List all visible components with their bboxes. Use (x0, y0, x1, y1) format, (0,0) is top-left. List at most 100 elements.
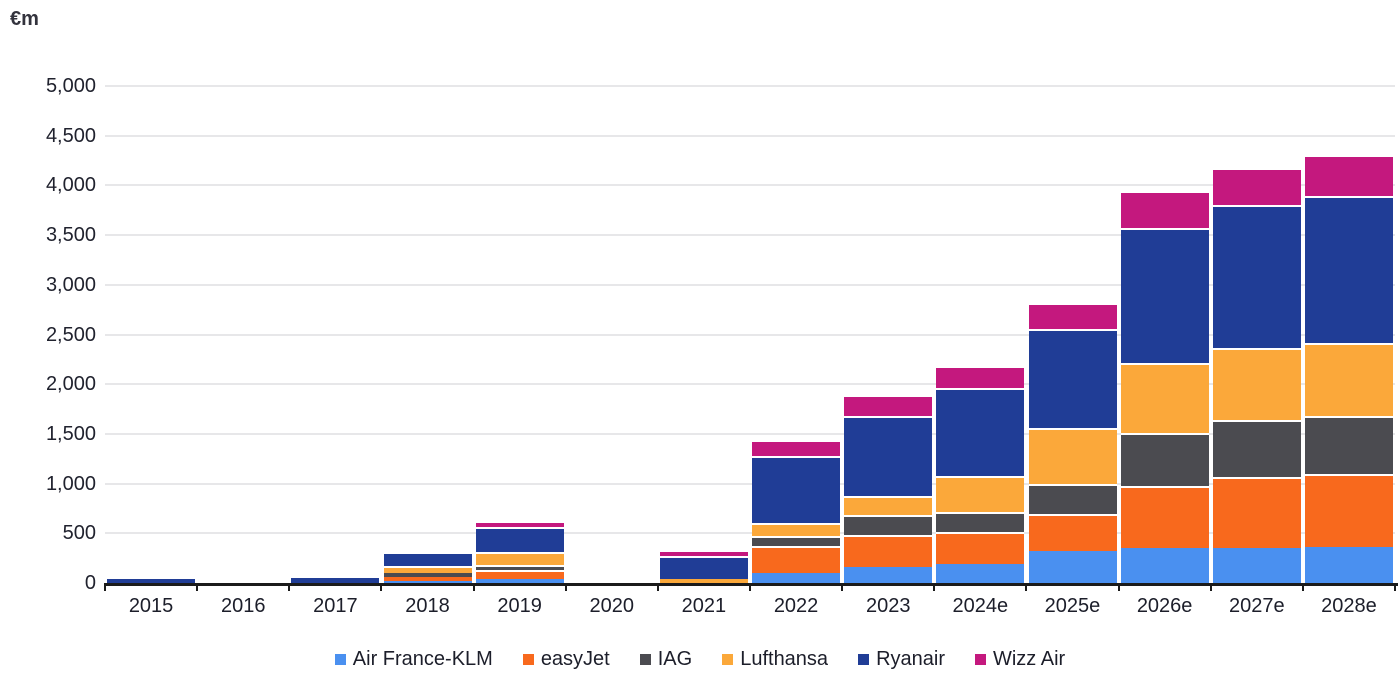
bar-2018 (383, 551, 472, 583)
bar-segment-wizz-air (1120, 191, 1209, 229)
bar-segment-easyjet (383, 576, 472, 582)
y-axis-tick-label: 3,000 (45, 273, 96, 296)
bar-segment-lufthansa (936, 475, 1025, 513)
x-axis-tick-label: 2027e (1228, 595, 1285, 617)
bar-segment-ryanair (1212, 205, 1301, 349)
x-axis-tick-label: 2023 (865, 595, 911, 617)
x-axis-tick-label: 2017 (313, 595, 358, 617)
x-axis-tick-label: 2019 (497, 595, 542, 617)
x-axis-tick (1394, 583, 1396, 591)
bar-segment-iag (1120, 432, 1209, 486)
bar-segment-ryanair (383, 551, 472, 566)
bar-2027e (1212, 167, 1301, 583)
x-axis-tick (104, 583, 106, 591)
bar-segment-iag (752, 536, 841, 547)
x-axis-tick-label: 2018 (405, 595, 450, 617)
bar-segment-wizz-air (1028, 302, 1117, 329)
y-axis-tick-label: 0 (84, 572, 96, 594)
bar-segment-air-france-klm (936, 564, 1025, 583)
bar-2021 (659, 551, 748, 583)
legend: Air France-KLM easyJet IAG Lufthansa Ryanair… (0, 648, 1400, 671)
bar-segment-air-france-klm (1304, 547, 1393, 583)
gridline (105, 234, 1395, 237)
bar-segment-wizz-air (1212, 167, 1301, 206)
bar-segment-ryanair (752, 455, 841, 524)
bar-segment-lufthansa (659, 579, 748, 583)
bar-segment-air-france-klm (1028, 551, 1117, 583)
bar-segment-iag (844, 515, 933, 536)
gridline (105, 383, 1395, 386)
x-axis-tick (472, 583, 475, 591)
bar-segment-iag (1304, 416, 1393, 474)
bar-segment-air-france-klm (475, 578, 564, 583)
gridline (105, 134, 1395, 137)
x-axis-tick (933, 583, 936, 591)
bar-segment-ryanair (291, 578, 380, 583)
x-axis-line (104, 583, 1398, 586)
gridline (105, 283, 1395, 286)
x-axis-tick (841, 583, 844, 591)
gridline (105, 432, 1395, 435)
gridline (105, 85, 1395, 87)
bar-segment-ryanair (844, 416, 933, 496)
x-axis-tick-label: 2015 (128, 595, 174, 617)
legend-item-ryanair: Ryanair (858, 648, 945, 671)
bar-2017 (291, 578, 380, 583)
bar-segment-lufthansa (383, 565, 472, 573)
legend-item-iag: IAG (639, 648, 692, 671)
bar-segment-ryanair (1028, 328, 1117, 428)
bar-segment-iag (383, 572, 472, 577)
x-axis-tick-label: 2028e (1321, 595, 1377, 617)
bar-2022 (752, 439, 841, 583)
bar-segment-lufthansa (844, 495, 933, 516)
legend-marker-icon (639, 654, 651, 665)
bar-segment-easyjet (752, 546, 841, 574)
bar-segment-wizz-air (936, 366, 1025, 389)
bar-segment-wizz-air (844, 395, 933, 417)
x-axis-tick (288, 583, 291, 591)
bar-segment-air-france-klm (1120, 548, 1209, 583)
bar-segment-air-france-klm (383, 581, 472, 583)
bar-segment-easyjet (1304, 473, 1393, 548)
legend-marker-icon (334, 654, 346, 665)
legend-marker-icon (858, 654, 870, 665)
bar-2023 (844, 395, 933, 583)
bar-segment-wizz-air (1304, 154, 1393, 197)
bar-segment-easyjet (1028, 514, 1117, 552)
bar-segment-air-france-klm (1212, 548, 1301, 583)
legend-label: Wizz Air (992, 648, 1066, 670)
y-axis-tick-label: 4,000 (45, 174, 96, 197)
legend-marker-icon (522, 654, 534, 665)
x-axis-tick (1209, 583, 1212, 591)
legend-item-wizz-air: Wizz Air (974, 648, 1066, 671)
y-axis-tick-label: 2,500 (45, 323, 96, 346)
gridline (105, 482, 1395, 485)
bar-segment-iag (1028, 483, 1117, 515)
bar-segment-easyjet (1120, 485, 1209, 549)
bar-segment-air-france-klm (844, 567, 933, 583)
bar-segment-easyjet (844, 535, 933, 568)
bar-segment-wizz-air (659, 551, 748, 557)
bar-2028e (1304, 154, 1393, 583)
bar-segment-ryanair (936, 388, 1025, 476)
legend-label: Air France-KLM (352, 648, 493, 670)
bar-segment-wizz-air (752, 439, 841, 456)
x-axis-tick (564, 583, 567, 591)
legend-label: easyJet (540, 648, 610, 670)
x-axis-tick-label: 2016 (220, 595, 266, 617)
y-axis-tick-label: 2,000 (45, 373, 96, 396)
bar-segment-easyjet (1212, 476, 1301, 549)
y-axis-tick-label: 1,500 (45, 422, 96, 445)
bar-2025e (1028, 302, 1117, 583)
gridline (105, 333, 1395, 336)
legend-item-easyjet: easyJet (522, 648, 610, 671)
bar-2026e (1120, 191, 1209, 583)
y-axis-unit-label: €m (10, 8, 39, 30)
legend-marker-icon (974, 654, 986, 665)
x-axis-tick (1025, 583, 1028, 591)
bar-segment-lufthansa (475, 552, 564, 565)
x-axis-tick-label: 2021 (681, 595, 727, 617)
legend-item-air-france-klm: Air France-KLM (334, 648, 493, 671)
bar-segment-iag (936, 512, 1025, 533)
